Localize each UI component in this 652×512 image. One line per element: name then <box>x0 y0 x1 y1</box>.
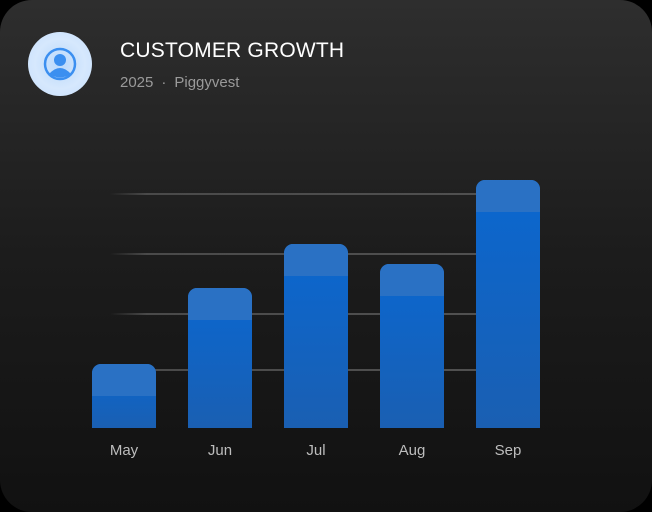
chart-subtitle: 2025 · Piggyvest <box>120 74 239 91</box>
user-circle-icon <box>43 47 77 81</box>
bar-sep <box>476 180 540 428</box>
bar-cap <box>380 264 444 296</box>
company-label: Piggyvest <box>174 74 240 91</box>
bar-cap <box>284 244 348 276</box>
x-axis-label: Aug <box>398 442 426 459</box>
x-axis-label: May <box>109 442 139 459</box>
bar-cap <box>188 288 252 320</box>
bar-aug <box>380 264 444 428</box>
gridline <box>110 193 476 195</box>
x-axis-label: Sep <box>494 442 522 459</box>
bar-cap <box>92 364 156 396</box>
year-label: 2025 <box>120 74 154 91</box>
chart-title: CUSTOMER GROWTH <box>120 39 345 62</box>
bar-cap <box>476 180 540 212</box>
x-axis-label: Jul <box>306 442 326 459</box>
avatar <box>28 32 92 96</box>
bar-may <box>92 364 156 428</box>
bar-jul <box>284 244 348 428</box>
bar-jun <box>188 288 252 428</box>
separator: · <box>161 74 167 91</box>
x-axis-label: Jun <box>207 442 233 459</box>
